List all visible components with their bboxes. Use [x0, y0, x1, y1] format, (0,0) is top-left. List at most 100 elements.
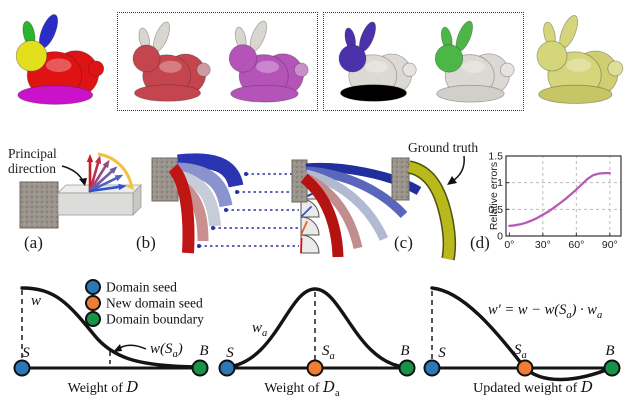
w-of-sa-annotation: w(Sa) [150, 341, 183, 360]
y-tick-label: 1.5 [488, 151, 503, 163]
caption-updated-weight-of-d: Updated weight of D [473, 378, 593, 396]
principal-arrow-shaft [88, 185, 122, 193]
bunny-part-tail [402, 62, 417, 77]
new-domain-seed-dot [516, 359, 534, 377]
y-tick-label: 0.5 [488, 204, 503, 216]
x-tick-label: 90° [602, 239, 618, 251]
principal-direction-label-line1: Principal [8, 146, 57, 161]
principal-direction-label-line2: direction [8, 161, 56, 176]
legend-new-domain-seed-icon [85, 295, 101, 311]
weight-curve-wa [225, 287, 407, 369]
bunny-icon [434, 20, 515, 103]
domain-boundary-dot [603, 359, 621, 377]
bunny-part-belly [340, 84, 407, 102]
connector-dot [235, 190, 239, 194]
bunny-part-head [228, 44, 258, 73]
caption-weight-of-d: Weight of D [68, 378, 139, 396]
bunny-segmented [6, 6, 108, 116]
principal-direction-pointer-head [79, 178, 87, 186]
w-label: w [31, 293, 41, 309]
new-seed-label: Sa [514, 342, 527, 361]
principal-arrow-shaft [88, 163, 108, 193]
boundary-label: B [605, 343, 614, 359]
bunny-part-head [536, 40, 568, 72]
x-tick-label: 0° [504, 239, 514, 251]
connector-dot [244, 172, 248, 176]
panel-a-label: (a) [24, 233, 43, 252]
connector-dot [211, 226, 215, 230]
connector-dot [224, 208, 228, 212]
bunny-green-head [426, 17, 518, 109]
domain-boundary-dot [398, 359, 416, 377]
ground-truth-label: Ground truth [408, 140, 478, 155]
panel-d: 0° 30° 60° 90° 0 0.5 1 1.5 Relative errors (d) [470, 151, 622, 252]
beam-front-face [57, 192, 134, 216]
bunny-icon [338, 21, 417, 102]
bunny-part-belly [538, 84, 613, 104]
domain-boundary-dot [191, 359, 209, 377]
ground-truth-beam-fill [407, 161, 455, 261]
bunny-part-belly [436, 84, 505, 103]
bunny-part-belly [230, 84, 299, 103]
formula-p2: ) · w [571, 302, 598, 318]
w-of-sa-sub: a [173, 349, 178, 360]
new-seed-label: Sa [322, 343, 335, 362]
y-tick-label: 1 [497, 177, 503, 189]
rotation-arc-arrowhead [126, 182, 134, 190]
bunny-part-head [434, 44, 464, 73]
bunny-magenta [220, 17, 312, 109]
bunny-part-tail [293, 62, 309, 78]
legend-new-domain-seed-label: New domain seed [106, 296, 203, 311]
bunny-part-tail [88, 60, 105, 77]
bunny-row [0, 0, 630, 128]
weight-diagram-3: S Sa B w′ = w − w(Sa) · wa Updated weigh… [423, 286, 621, 396]
angle-gauge-icon [300, 216, 320, 236]
bunny-part-tail [196, 62, 211, 77]
principal-arrow-head [114, 174, 124, 182]
bunny-part-tail [607, 60, 624, 77]
principal-arrow-shaft [88, 159, 100, 193]
caption-domain-symbol: D [125, 378, 138, 396]
ground-truth-beam [407, 160, 457, 261]
bunny-highlight [365, 60, 388, 73]
domain-seed-dot [218, 359, 236, 377]
bunny-icon [132, 21, 211, 102]
caption-text: Weight of [68, 381, 127, 396]
angle-gauge-icon [300, 234, 320, 254]
boundary-label: B [199, 343, 208, 359]
domain-seed-dot [423, 359, 441, 377]
principal-direction-pointer [61, 165, 84, 182]
bunny-part-tail [499, 62, 515, 78]
plot-content: 0° 30° 60° 90° 0 0.5 1 1.5 [488, 151, 621, 251]
rotation-arc-icon [97, 152, 133, 185]
principal-arrow-head [109, 166, 118, 174]
legend-domain-seed-icon [85, 279, 101, 295]
sa-sub: a [522, 350, 527, 361]
caption-weight-of-da: Weight of Da [264, 378, 340, 399]
legend-domain-boundary-label: Domain boundary [106, 312, 204, 327]
bunny-part-belly [134, 84, 201, 102]
weight-diagram-2: wa S Sa B Weight of Da [218, 287, 416, 399]
drooping-beams [168, 153, 244, 254]
wall-block [19, 181, 59, 229]
connector-dot [197, 244, 201, 248]
caption-text: Updated weight of [473, 381, 581, 396]
bunny-part-belly [17, 85, 94, 105]
plot-axes-box [505, 155, 622, 237]
panel-c-label: (c) [394, 233, 413, 252]
wa-base: w [252, 320, 262, 336]
sa-base: S [322, 343, 330, 359]
bunny-part-head [132, 44, 161, 73]
relative-errors-curve [508, 171, 611, 228]
formula-p1: w′ = w − w(S [488, 302, 567, 318]
bunny-icon [15, 14, 105, 105]
bunny-part-head [338, 44, 367, 73]
bunny-yellow [527, 8, 627, 114]
caption-domain-symbol: D [322, 378, 335, 396]
beam-panels-row: Principal direction (a) (b) Ground truth… [8, 140, 622, 261]
weight-diagrams-row: w S B w(Sa) Weight of D Domain seed New … [13, 279, 621, 399]
gauge-needle [300, 205, 313, 218]
plot-ylabel: Relative errors [488, 162, 500, 230]
bunny-icon [536, 14, 624, 104]
w-of-sa-p1: w(S [150, 341, 173, 357]
